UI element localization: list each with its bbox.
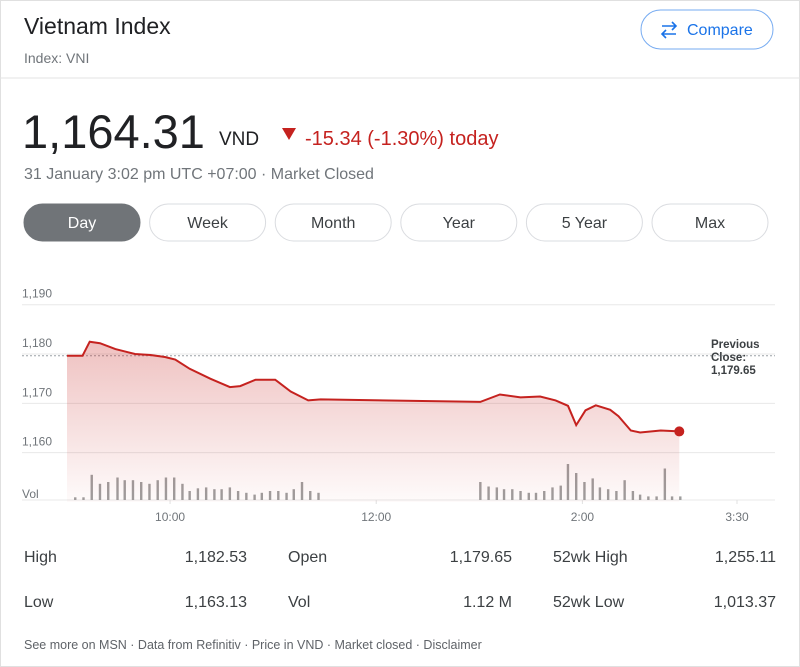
price: 1,164.31 bbox=[22, 105, 205, 158]
stat-value: 1,013.37 bbox=[714, 594, 776, 611]
title: Vietnam Index bbox=[24, 13, 171, 39]
tab[interactable] bbox=[23, 203, 141, 242]
tab-label[interactable]: Year bbox=[443, 215, 476, 232]
stat-value: 1,182.53 bbox=[185, 549, 247, 566]
range-tabs: Day Week Month Year 5 Year Max bbox=[23, 203, 769, 242]
x-tick-label: 3:30 bbox=[725, 510, 749, 524]
last-point bbox=[674, 426, 685, 437]
compare-button[interactable]: Compare bbox=[640, 9, 774, 50]
previous-close-label: Previous bbox=[711, 339, 760, 351]
x-tick-label: 2:00 bbox=[571, 510, 595, 524]
stat-value: 1,179.65 bbox=[450, 549, 512, 566]
tab-label[interactable]: Day bbox=[68, 215, 96, 232]
chart: 1,160 1,170 1,180 1,190 10:00 12:00 2:00 3:30 Vo… bbox=[22, 287, 775, 524]
stat-label: High bbox=[24, 549, 57, 566]
price-line bbox=[67, 340, 680, 434]
timestamp: 31 January 3:02 pm UTC +07:00 · Market C… bbox=[24, 166, 374, 183]
tab-label[interactable]: Max bbox=[695, 215, 725, 232]
x-tick-label: 10:00 bbox=[155, 510, 185, 524]
subtitle: Index: VNI bbox=[24, 50, 89, 66]
previous-close-label: Close: bbox=[711, 352, 746, 364]
y-tick-label: 1,170 bbox=[22, 385, 52, 399]
stats-table: High 1,182.53 Open 1,179.65 52wk High 1,255.1… bbox=[24, 549, 776, 611]
stat-value: 1.12 M bbox=[463, 594, 512, 611]
stat-label: 52wk Low bbox=[553, 594, 625, 611]
button-frame[interactable] bbox=[640, 9, 774, 50]
tab[interactable] bbox=[149, 203, 267, 242]
tab-label[interactable]: Month bbox=[311, 215, 355, 232]
y-tick-label: 1,160 bbox=[22, 435, 52, 449]
stat-label: 52wk High bbox=[553, 549, 628, 566]
tab-label[interactable]: Week bbox=[187, 215, 229, 232]
area bbox=[67, 341, 680, 502]
stat-value: 1,163.13 bbox=[185, 594, 247, 611]
tab[interactable] bbox=[274, 203, 392, 242]
price-change: -15.34 (-1.30%) today bbox=[305, 128, 498, 150]
tab[interactable] bbox=[525, 203, 643, 242]
compare-icon bbox=[660, 21, 678, 39]
previous-close-value: 1,179.65 bbox=[711, 365, 756, 377]
stat-label: Low bbox=[24, 594, 54, 611]
tab[interactable] bbox=[651, 203, 769, 242]
down-arrow bbox=[282, 128, 296, 140]
volume-label: Vol bbox=[22, 487, 39, 501]
tab[interactable] bbox=[400, 203, 518, 242]
stat-label: Vol bbox=[288, 594, 310, 611]
y-tick-label: 1,190 bbox=[22, 287, 52, 301]
footer: See more on MSN · Data from Refinitiv · … bbox=[24, 638, 482, 652]
y-tick-label: 1,180 bbox=[22, 336, 52, 350]
button-label[interactable]: Compare bbox=[687, 22, 753, 39]
x-tick-label: 12:00 bbox=[361, 510, 391, 524]
volume-bar bbox=[679, 496, 682, 500]
stat-value: 1,255.11 bbox=[715, 549, 776, 566]
currency: VND bbox=[219, 129, 259, 150]
stat-label: Open bbox=[288, 549, 327, 566]
tab-label[interactable]: 5 Year bbox=[562, 215, 608, 232]
